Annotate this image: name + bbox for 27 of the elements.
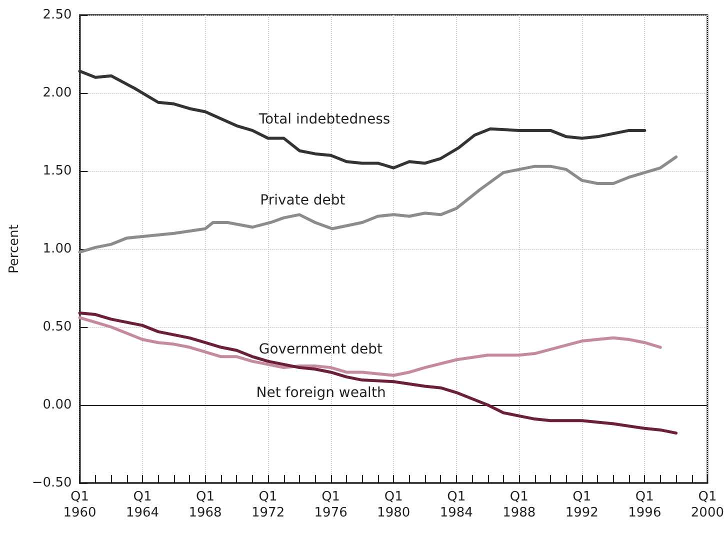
x-tick-label: Q1 1964 <box>126 490 160 520</box>
x-tick-label: Q1 1988 <box>502 490 536 520</box>
y-axis-title: Percent <box>7 224 22 274</box>
line-series <box>78 155 678 254</box>
y-tick-label: 0.50 <box>42 320 72 334</box>
x-tick-label: Q1 2000 <box>690 490 724 520</box>
y-tick-label: 2.50 <box>42 8 72 22</box>
x-tick-label: Q1 1992 <box>565 490 598 520</box>
series-label: Private debt <box>260 192 346 209</box>
series-label: Net foreign wealth <box>256 384 386 401</box>
y-tick-label: 1.00 <box>42 242 72 256</box>
y-tick-label: 1.50 <box>42 164 72 178</box>
x-tick-label: Q1 1996 <box>628 490 662 520</box>
x-tick-label: Q1 1976 <box>314 490 348 520</box>
y-tick-label: −0.50 <box>32 476 72 490</box>
x-tick-label: Q1 1960 <box>63 490 96 520</box>
line-series <box>78 70 646 170</box>
x-tick-label: Q1 1980 <box>377 490 410 520</box>
series-label: Total indebtedness <box>258 112 390 128</box>
y-tick-label: 2.00 <box>42 86 72 100</box>
y-tick-label: 0.00 <box>42 398 72 412</box>
line-series <box>78 311 678 435</box>
series-label: Government debt <box>258 342 384 358</box>
line-series <box>78 316 662 377</box>
x-tick-label: Q1 1972 <box>252 490 285 520</box>
x-tick-label: Q1 1968 <box>188 490 222 520</box>
x-tick-label: Q1 1984 <box>440 490 473 520</box>
